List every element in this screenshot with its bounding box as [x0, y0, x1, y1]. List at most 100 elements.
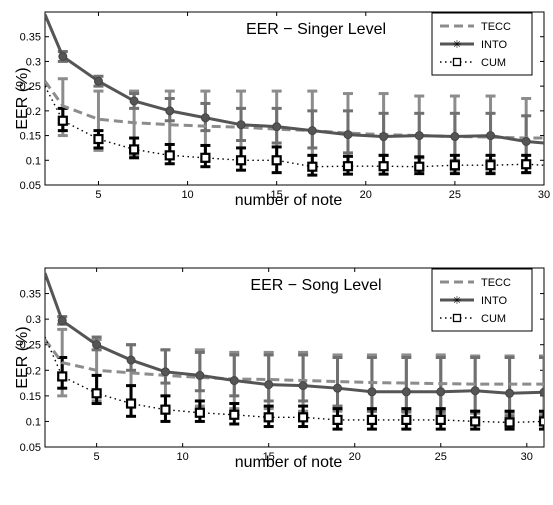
data-point-into [367, 387, 377, 397]
y-tick-label: 0.15 [20, 391, 41, 403]
data-point-cum [470, 416, 481, 427]
chart-song-level: 5 10 15 20 25 30 0.05 0.1 0.15 0.2 0.25 0.3 0.35 numb… [14, 267, 545, 471]
data-point-cum [164, 150, 175, 161]
y-tick-label: 0.25 [20, 81, 41, 93]
data-point-cum [93, 133, 104, 145]
x-tick-label: 30 [521, 451, 533, 463]
data-point-into [307, 126, 317, 136]
data-point-cum [342, 161, 354, 172]
x-tick-label: 5 [95, 189, 101, 201]
x-axis-label: number of note [235, 454, 343, 471]
x-tick-label: 25 [449, 189, 461, 201]
x-tick-label: 25 [435, 451, 447, 463]
data-point-into [333, 383, 343, 393]
data-point-into [93, 76, 103, 86]
y-tick-label: 0.35 [20, 289, 41, 301]
y-tick-label: 0.15 [20, 131, 41, 143]
data-point-cum [298, 412, 309, 423]
data-point-cum [271, 155, 282, 166]
x-tick-label: 5 [94, 451, 100, 463]
y-tick-label: 0.35 [20, 32, 41, 44]
legend-label-into: INTO [481, 39, 508, 51]
x-tick-label: 15 [271, 189, 283, 201]
data-point-cum [378, 161, 389, 172]
legend-marker-star-icon: ✳ [452, 39, 461, 51]
series-line-cum [45, 85, 544, 168]
data-point-into [539, 387, 544, 397]
data-point-cum [538, 416, 544, 427]
data-point-into [129, 96, 139, 106]
y-tick-label: 0.2 [26, 106, 41, 118]
data-point-cum [435, 414, 446, 425]
y-tick-label: 0.1 [26, 416, 41, 428]
y-tick-label: 0.05 [20, 180, 41, 192]
y-tick-label: 0.3 [26, 314, 41, 326]
chart-singer-level: 5 10 15 20 25 30 0.05 0.1 0.15 0.2 0.25 0.3 0.35 numb… [14, 11, 550, 209]
y-tick-label: 0.2 [26, 365, 41, 377]
data-point-cum [263, 412, 274, 423]
data-point-into [200, 113, 210, 123]
data-point-into [195, 370, 205, 380]
legend-label-cum: CUM [481, 57, 506, 69]
data-point-into [298, 381, 308, 391]
data-point-into [92, 340, 102, 350]
data-point-cum [332, 414, 343, 425]
data-point-into [236, 120, 246, 130]
data-point-cum [485, 160, 496, 171]
y-tick-label: 0.05 [20, 442, 41, 454]
data-point-into [436, 387, 446, 397]
data-point-cum [160, 404, 171, 415]
data-point-cum [229, 409, 240, 420]
data-point-cum [521, 159, 532, 170]
data-point-into [58, 51, 68, 61]
data-point-cum [200, 152, 211, 163]
y-tick-label: 0.1 [26, 155, 41, 167]
y-axis-label: EER (%) [14, 67, 31, 129]
legend-marker-square-icon [452, 313, 462, 323]
data-point-cum [91, 388, 102, 399]
data-point-cum [414, 161, 425, 172]
chart-title: EER − Song Level [250, 277, 381, 294]
data-point-cum [129, 144, 140, 155]
data-point-into [264, 380, 274, 390]
series-line-into [45, 13, 544, 145]
data-point-into [165, 106, 175, 116]
legend-label-into: INTO [481, 295, 508, 307]
legend-label-tecc: TECC [481, 277, 511, 289]
y-tick-label: 0.25 [20, 340, 41, 352]
x-axis-label: number of note [235, 192, 343, 209]
data-point-into [486, 131, 496, 141]
x-tick-label: 20 [360, 189, 372, 201]
data-point-cum [504, 417, 515, 428]
data-point-into [505, 388, 515, 398]
legend-label-tecc: TECC [481, 21, 511, 33]
x-tick-label: 10 [177, 451, 189, 463]
chart-title: EER − Singer Level [246, 21, 386, 38]
y-tick-label: 0.3 [26, 56, 41, 68]
data-point-into [57, 316, 67, 326]
series-line-tecc [45, 80, 544, 140]
x-tick-label: 15 [263, 451, 275, 463]
data-point-into [450, 132, 460, 142]
data-point-into [401, 387, 411, 397]
legend-marker-star-icon: ✳ [452, 295, 461, 307]
data-point-cum [366, 414, 378, 425]
data-point-cum [307, 161, 318, 172]
legend: TECC ✳ INTO CUM [431, 12, 533, 76]
data-point-cum [449, 160, 460, 171]
data-point-into [521, 137, 531, 147]
data-point-into [470, 386, 480, 396]
data-point-cum [57, 371, 68, 382]
data-point-into [414, 131, 424, 141]
data-point-into [343, 130, 353, 140]
data-point-into [379, 132, 389, 142]
y-axis-label: EER (%) [14, 326, 31, 388]
x-tick-label: 20 [349, 451, 361, 463]
data-point-cum [194, 407, 205, 418]
data-point-into [126, 355, 136, 365]
series-line-tecc [45, 338, 544, 386]
series-line-cum [45, 336, 544, 424]
x-tick-label: 10 [181, 189, 193, 201]
plot-area [45, 13, 544, 177]
